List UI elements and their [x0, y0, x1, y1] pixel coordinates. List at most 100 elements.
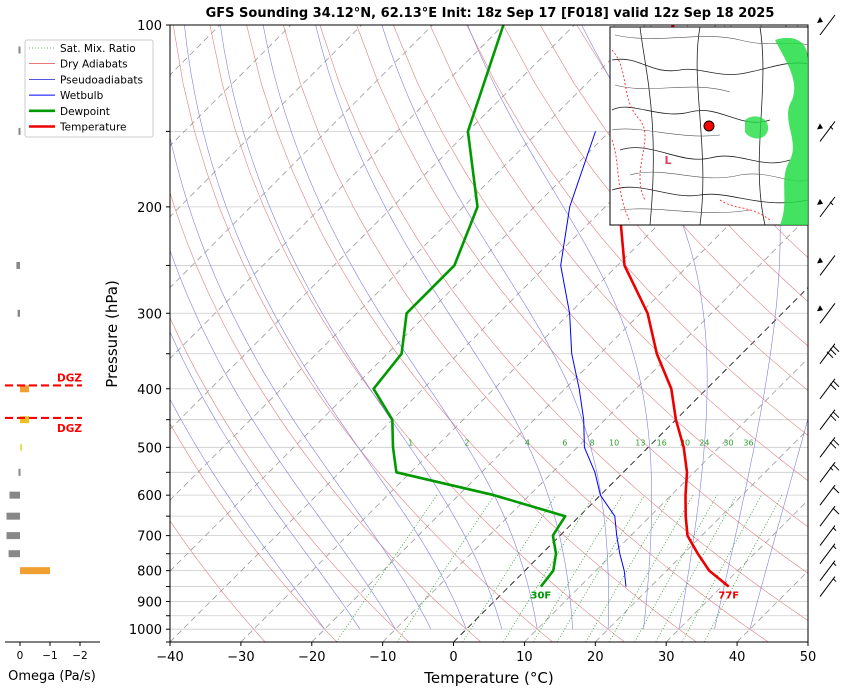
- mixing-ratio-label: 6: [562, 438, 567, 447]
- mixing-ratio-label: 4: [525, 438, 530, 447]
- wind-barb-staff: [819, 409, 836, 430]
- pseudoadiabat: [467, 25, 652, 630]
- pseudoadiabat: [184, 25, 467, 630]
- wind-barb-flag: [817, 123, 823, 130]
- x-tick-label: 10: [516, 650, 533, 665]
- wind-barb-staff: [819, 462, 836, 483]
- dry-adiabat: [246, 25, 697, 642]
- x-tick-label: 30: [658, 650, 675, 665]
- pseudoadiabat: [315, 25, 573, 630]
- mixing-ratio-label: 16: [657, 438, 667, 447]
- dry-adiabat: [834, 25, 849, 642]
- dry-adiabat: [576, 25, 808, 303]
- wind-barb: [819, 484, 840, 506]
- wind-barb-staff: [819, 484, 836, 506]
- map-low-pressure-label: L: [664, 154, 671, 167]
- mixing-ratio-label: 13: [635, 438, 645, 447]
- wind-barb-feather: [829, 383, 837, 391]
- legend-label: Dry Adiabats: [60, 59, 128, 71]
- zero-isotherm: [453, 286, 808, 642]
- mixing-ratio-label: 36: [743, 438, 753, 447]
- mixing-ratio-label: 8: [590, 438, 595, 447]
- isotherm-line: [807, 641, 808, 642]
- y-tick-label: 1000: [129, 623, 162, 638]
- wind-barb: [819, 462, 840, 483]
- mixing-ratio-line: [655, 495, 738, 642]
- pseudoadiabat: [170, 135, 432, 630]
- omega-bar: [17, 309, 20, 317]
- legend-label: Temperature: [59, 122, 127, 134]
- wind-barb: [817, 14, 836, 36]
- x-tick-label: 50: [800, 650, 817, 665]
- omega-bar: [18, 46, 21, 54]
- pseudoadiabat: [749, 417, 808, 630]
- isotherm-line: [240, 74, 808, 642]
- y-tick-label: 800: [137, 565, 162, 580]
- wind-barb-staff: [819, 255, 836, 276]
- wind-barb: [819, 576, 837, 597]
- isotherm-line: [595, 428, 808, 642]
- map-isobars: [611, 34, 808, 213]
- legend-label: Wetbulb: [60, 90, 104, 102]
- y-tick-label: 300: [137, 307, 162, 322]
- wind-barb-flag: [817, 257, 823, 264]
- surface-dewpoint-label: 30F: [531, 591, 552, 602]
- pseudoadiabat: [170, 249, 396, 630]
- dry-adiabat: [170, 423, 338, 642]
- mixing-ratio-line: [703, 495, 783, 642]
- wind-barb: [819, 409, 840, 430]
- wind-barb-half-feather: [832, 545, 837, 550]
- surface-temperature-label: 77F: [718, 591, 739, 602]
- x-tick-label: 0: [449, 650, 457, 665]
- y-tick-label: 100: [137, 19, 162, 34]
- mixing-ratio-line: [503, 494, 595, 642]
- legend-label: Dewpoint: [60, 106, 110, 118]
- map-coastline: [611, 27, 808, 225]
- mixing-ratio-label: 24: [699, 438, 709, 447]
- legend-label: Pseudoadiabats: [60, 74, 143, 86]
- omega-bar: [20, 416, 29, 424]
- mixing-ratio-line: [396, 494, 495, 642]
- x-tick-label: −20: [298, 650, 325, 665]
- mixing-ratio-line: [585, 494, 672, 642]
- omega-bar: [20, 567, 50, 575]
- isotherm-line: [170, 25, 717, 572]
- dry-adiabat: [466, 25, 808, 436]
- y-tick-label: 400: [137, 383, 162, 398]
- mixing-ratio-label: 10: [609, 438, 619, 447]
- dgz-label: DGZ: [57, 423, 82, 435]
- mixing-ratio-line: [681, 495, 762, 642]
- wind-barb-feather: [832, 463, 840, 471]
- wind-barb-staff: [819, 437, 836, 458]
- wind-barb-feather: [832, 507, 840, 515]
- wind-barb-staff: [819, 343, 836, 365]
- dry-adiabat: [539, 25, 808, 347]
- omega-bar: [18, 468, 21, 476]
- dry-adiabat: [170, 191, 481, 642]
- omega-bar: [18, 127, 21, 135]
- wind-barb-staff: [819, 525, 836, 546]
- omega-bar: [9, 491, 20, 499]
- isotherm-line: [311, 145, 808, 642]
- wind-barb-feather: [829, 441, 837, 449]
- x-tick-label: −10: [369, 650, 396, 665]
- wind-barb-staff: [819, 560, 836, 581]
- wind-barb-feather: [832, 345, 840, 353]
- chart-title: GFS Sounding 34.12°N, 62.13°E Init: 18z …: [206, 6, 775, 21]
- dry-adiabat: [319, 25, 808, 621]
- wind-barb: [817, 302, 836, 324]
- map-thickness-lines: [611, 49, 771, 223]
- mixing-ratio-label: 2: [464, 438, 469, 447]
- wind-barb: [819, 437, 840, 458]
- isotherm-line: [665, 499, 808, 642]
- wind-barb-feather: [832, 438, 840, 446]
- wind-barb: [819, 378, 840, 400]
- x-tick-label: 40: [729, 650, 746, 665]
- wind-barb: [819, 560, 837, 581]
- dry-adiabat: [393, 25, 808, 528]
- wind-barb-feather: [829, 348, 837, 356]
- pseudoadiabat: [262, 25, 538, 630]
- y-tick-label: 900: [137, 596, 162, 611]
- legend-box: [24, 39, 154, 138]
- legend: Sat. Mix. Ratio Dry Adiabats Pseudoadiabat…: [24, 39, 154, 138]
